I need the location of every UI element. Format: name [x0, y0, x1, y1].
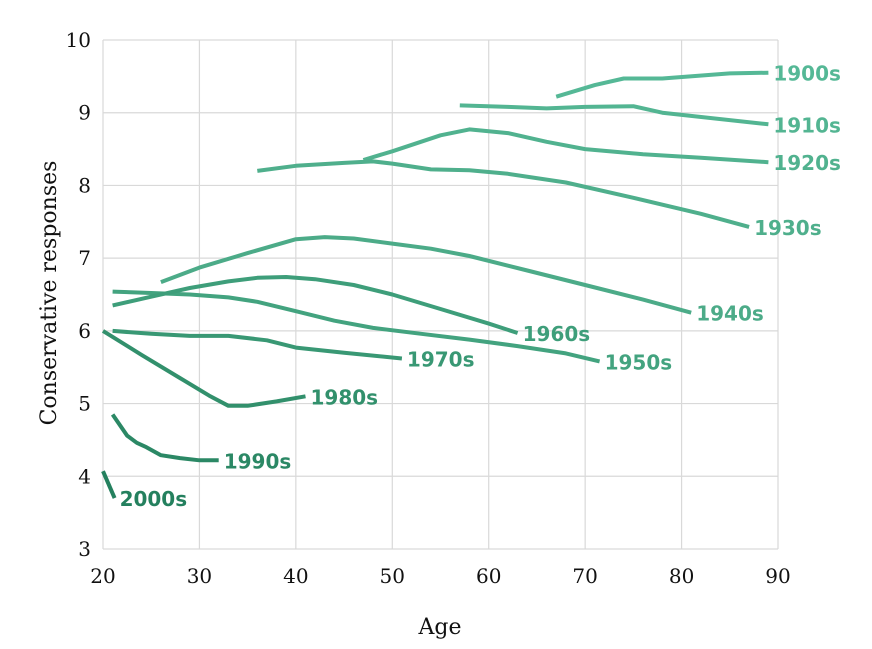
series-label-1940s: 1940s: [696, 302, 764, 326]
x-axis-title: Age: [418, 615, 462, 640]
y-tick-label: 3: [78, 537, 91, 561]
x-tick-label: 80: [669, 564, 694, 588]
series-line-1910s: [459, 103, 769, 127]
series-label-1910s: 1910s: [773, 113, 841, 137]
x-tick-label: 20: [90, 564, 115, 588]
series-label-1990s: 1990s: [224, 449, 292, 473]
series-line-1950s: [112, 289, 601, 364]
x-tick-label: 40: [283, 564, 308, 588]
y-tick-label: 6: [78, 319, 91, 343]
y-tick-label: 4: [78, 464, 91, 488]
y-tick-label: 9: [78, 101, 91, 125]
series-labels: 1900s 1910s 1920s 1930s 1940s 1950s 1960s 1970s…: [120, 62, 841, 511]
y-tick-label: 8: [78, 173, 91, 197]
x-tick-label: 70: [572, 564, 597, 588]
series-line-1900s: [555, 70, 769, 99]
grid: [102, 39, 779, 550]
series-line-1980s: [101, 329, 306, 408]
x-tick-label: 50: [380, 564, 405, 588]
series-label-2000s: 2000s: [120, 487, 188, 511]
y-tick-label: 5: [78, 392, 91, 416]
y-axis-title: Conservative responses: [37, 161, 62, 426]
series-label-1900s: 1900s: [773, 62, 841, 86]
x-tick-labels: 20 30 40 50 60 70 80 90: [90, 564, 790, 588]
series-line-2000s: [101, 470, 117, 499]
series-line-1920s: [362, 127, 769, 165]
series-label-1920s: 1920s: [773, 151, 841, 175]
series-line-1970s: [112, 328, 403, 361]
series-line-1960s: [112, 275, 519, 335]
series-lines: [101, 70, 769, 499]
x-tick-label: 30: [187, 564, 212, 588]
y-tick-label: 7: [78, 246, 91, 270]
series-line-1930s: [257, 159, 750, 229]
series-line-1990s: [110, 413, 219, 463]
y-tick-label: 10: [66, 28, 91, 52]
series-label-1930s: 1930s: [754, 216, 822, 240]
x-tick-label: 60: [476, 564, 501, 588]
series-label-1980s: 1980s: [311, 385, 379, 409]
series-label-1960s: 1960s: [523, 322, 591, 346]
series-label-1950s: 1950s: [605, 350, 673, 374]
x-tick-label: 90: [765, 564, 790, 588]
series-line-1940s: [160, 235, 692, 315]
series-label-1970s: 1970s: [407, 347, 475, 371]
y-tick-labels: 3 4 5 6 7 8 9 10: [66, 28, 91, 561]
